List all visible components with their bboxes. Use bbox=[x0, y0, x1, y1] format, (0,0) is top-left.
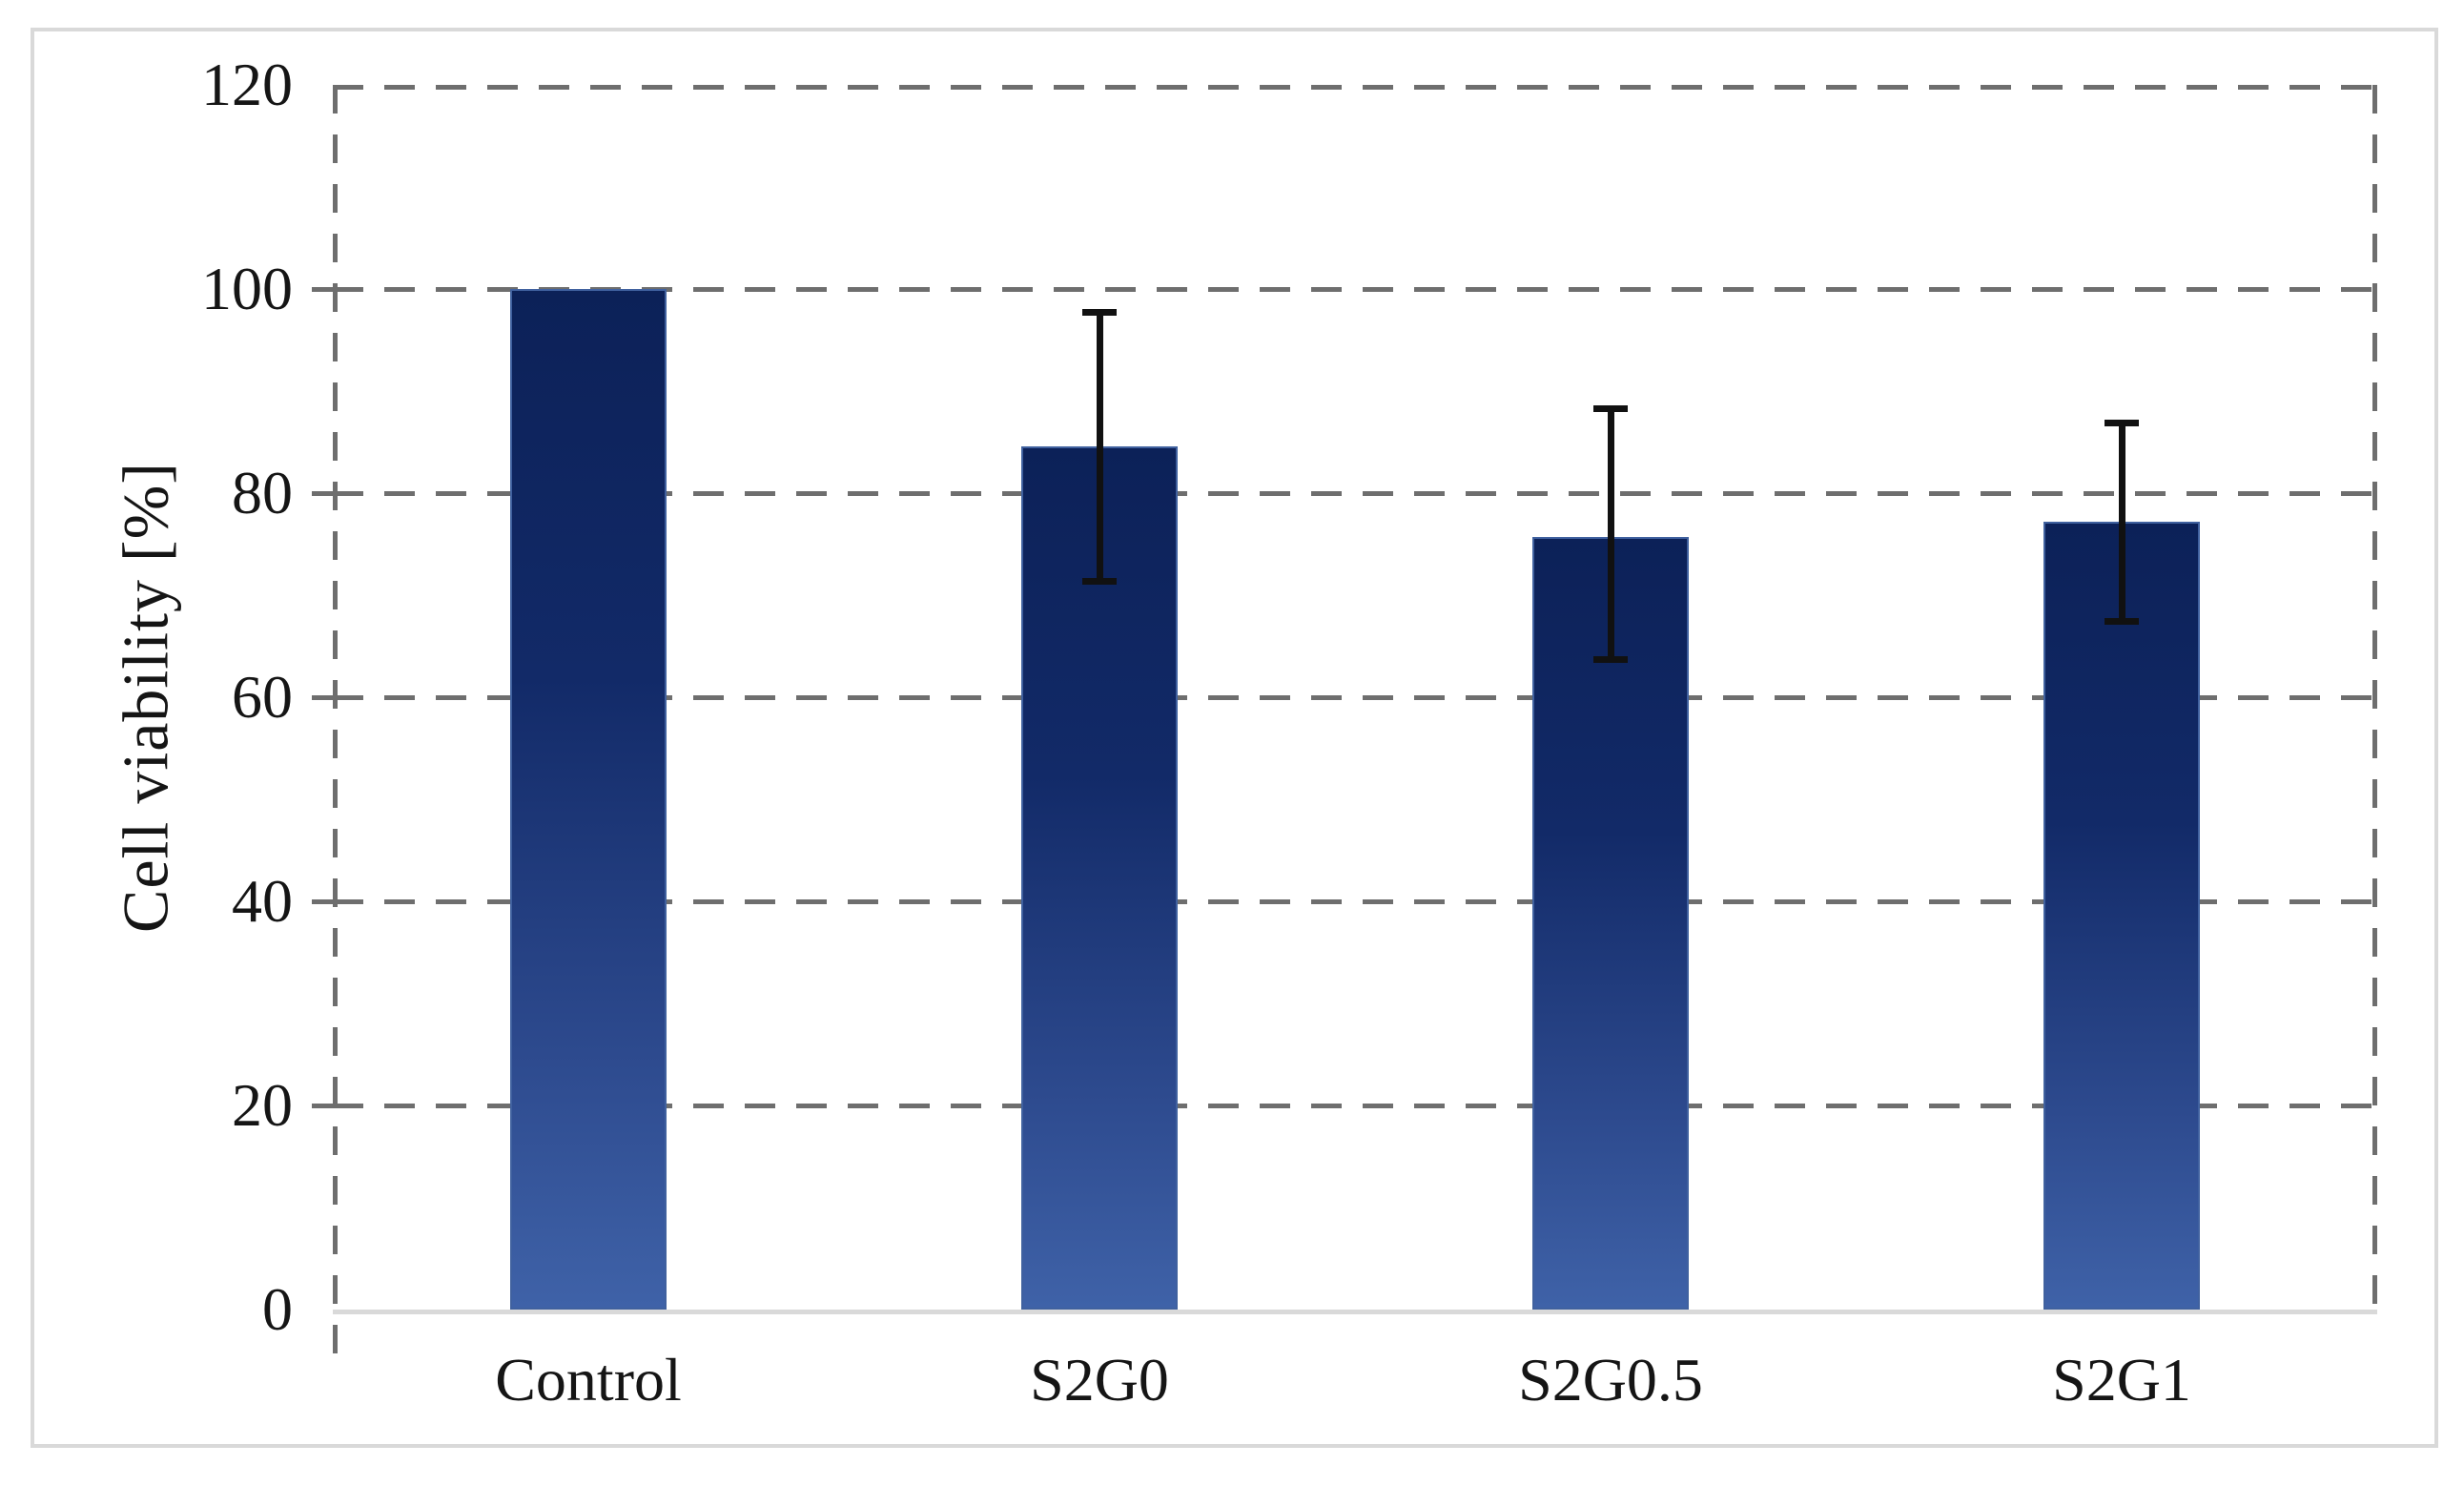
x-tick-label-s2g1: S2G1 bbox=[2052, 1346, 2191, 1414]
y-tick-label-80: 80 bbox=[232, 459, 293, 526]
y-tick-label-120: 120 bbox=[201, 51, 293, 118]
error-bar-s2g0-5-cap-top bbox=[1593, 405, 1628, 413]
x-tick-label-control: Control bbox=[495, 1346, 682, 1414]
error-bar-s2g0-cap-bottom bbox=[1082, 578, 1117, 586]
bar-s2g0 bbox=[1021, 445, 1178, 1310]
y-tick-mark-60 bbox=[312, 695, 333, 700]
error-bar-s2g1-cap-top bbox=[2105, 420, 2139, 427]
error-bar-s2g0-5-cap-bottom bbox=[1593, 656, 1628, 664]
plot-area bbox=[333, 85, 2377, 1371]
gridline-y-60 bbox=[333, 695, 2377, 700]
error-bar-s2g0-line bbox=[1096, 311, 1103, 583]
y-tick-label-100: 100 bbox=[201, 255, 293, 322]
gridline-y-80 bbox=[333, 491, 2377, 496]
error-bar-s2g1-line bbox=[2118, 423, 2125, 622]
y-tick-mark-20 bbox=[312, 1104, 333, 1108]
x-axis-line bbox=[333, 1310, 2377, 1314]
gridline-y-40 bbox=[333, 899, 2377, 904]
y-tick-mark-80 bbox=[312, 491, 333, 496]
error-bar-s2g0-5-line bbox=[1607, 408, 1614, 661]
plot-border-right bbox=[2372, 85, 2377, 1310]
plot-border-left bbox=[333, 85, 338, 1371]
gridline-y-100 bbox=[333, 287, 2377, 292]
error-bar-s2g1-cap-bottom bbox=[2105, 617, 2139, 625]
gridline-y-20 bbox=[333, 1104, 2377, 1108]
y-tick-mark-40 bbox=[312, 899, 333, 904]
error-bar-s2g0-cap-top bbox=[1082, 308, 1117, 316]
plot-border-top bbox=[333, 85, 2377, 90]
x-tick-label-s2g0-5: S2G0.5 bbox=[1518, 1346, 1703, 1414]
y-tick-label-40: 40 bbox=[232, 867, 293, 935]
x-tick-label-s2g0: S2G0 bbox=[1030, 1346, 1169, 1414]
bar-s2g0-5 bbox=[1532, 537, 1689, 1310]
chart-canvas: Cell viability [%] 0 20 40 60 80 100 120 Contr… bbox=[31, 28, 2438, 1448]
y-tick-label-20: 20 bbox=[232, 1071, 293, 1139]
y-tick-mark-100 bbox=[312, 287, 333, 292]
y-tick-label-60: 60 bbox=[232, 663, 293, 731]
bar-s2g1 bbox=[2043, 521, 2200, 1310]
y-tick-label-0: 0 bbox=[262, 1275, 293, 1343]
bar-control bbox=[510, 289, 667, 1310]
